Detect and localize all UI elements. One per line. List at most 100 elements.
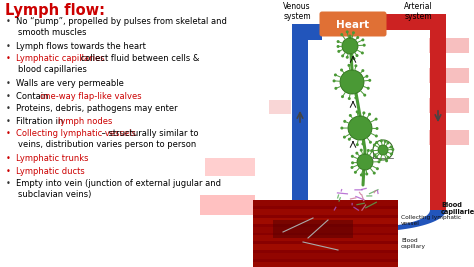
Circle shape <box>347 64 350 67</box>
Circle shape <box>375 155 378 159</box>
Circle shape <box>383 140 387 143</box>
Text: •: • <box>6 54 11 63</box>
Circle shape <box>361 142 365 146</box>
Circle shape <box>363 44 366 47</box>
Circle shape <box>373 172 376 175</box>
Bar <box>273 220 353 238</box>
Bar <box>253 235 398 241</box>
Text: Blood
capillary: Blood capillary <box>401 238 426 249</box>
Text: one-way flap-like valves: one-way flap-like valves <box>40 92 141 101</box>
Circle shape <box>340 33 343 36</box>
Bar <box>429 68 469 83</box>
Circle shape <box>377 160 381 163</box>
Circle shape <box>348 97 351 100</box>
Text: smooth muscles: smooth muscles <box>18 28 86 37</box>
Text: Blood
capillaries: Blood capillaries <box>441 202 474 215</box>
Text: •: • <box>6 92 11 101</box>
Bar <box>253 262 398 267</box>
Circle shape <box>374 118 378 121</box>
Text: Collecting lymphatic vessels: Collecting lymphatic vessels <box>16 129 136 138</box>
Circle shape <box>343 120 346 123</box>
PathPatch shape <box>292 210 446 231</box>
Circle shape <box>356 143 359 146</box>
Circle shape <box>373 153 376 156</box>
Bar <box>384 14 446 30</box>
Bar <box>430 24 446 210</box>
Circle shape <box>375 127 379 130</box>
Text: Lymph flows towards the heart: Lymph flows towards the heart <box>16 42 146 51</box>
Circle shape <box>386 141 390 144</box>
Circle shape <box>380 139 383 142</box>
Text: Contain: Contain <box>16 92 51 101</box>
Text: Lymph flow:: Lymph flow: <box>5 3 105 18</box>
Circle shape <box>361 52 364 54</box>
Bar <box>292 24 322 40</box>
Circle shape <box>375 135 378 138</box>
Text: •: • <box>6 42 11 51</box>
Circle shape <box>354 171 357 174</box>
Text: Lymphatic trunks: Lymphatic trunks <box>16 154 89 163</box>
Circle shape <box>342 38 358 54</box>
Circle shape <box>376 167 379 170</box>
Circle shape <box>352 31 355 34</box>
Circle shape <box>341 54 344 57</box>
Circle shape <box>348 138 351 141</box>
Circle shape <box>385 159 388 162</box>
Text: Venous
system: Venous system <box>283 2 311 21</box>
Circle shape <box>351 161 354 164</box>
Circle shape <box>371 149 374 152</box>
Bar <box>429 38 469 53</box>
Bar <box>429 98 469 113</box>
Bar <box>253 200 398 206</box>
Circle shape <box>356 110 359 113</box>
Circle shape <box>378 145 388 155</box>
Circle shape <box>355 64 357 67</box>
Circle shape <box>340 127 343 129</box>
Circle shape <box>349 114 352 117</box>
Circle shape <box>343 136 346 139</box>
Circle shape <box>367 87 370 90</box>
Text: •: • <box>6 129 11 138</box>
Circle shape <box>369 141 372 144</box>
Circle shape <box>367 149 370 152</box>
Bar <box>253 244 398 250</box>
Circle shape <box>360 174 363 176</box>
Circle shape <box>365 172 368 175</box>
Circle shape <box>356 36 359 39</box>
Circle shape <box>337 50 340 53</box>
FancyBboxPatch shape <box>319 11 386 37</box>
Text: – structurally similar to: – structurally similar to <box>99 129 199 138</box>
Circle shape <box>340 69 343 72</box>
Circle shape <box>346 30 349 33</box>
Text: •: • <box>6 117 11 126</box>
Circle shape <box>387 156 390 159</box>
Text: lymph nodes: lymph nodes <box>57 117 112 126</box>
Circle shape <box>357 154 373 170</box>
Text: subclavian veins): subclavian veins) <box>18 190 91 199</box>
Text: Lymphatic ducts: Lymphatic ducts <box>16 167 85 176</box>
Text: blood capillaries: blood capillaries <box>18 65 87 74</box>
Bar <box>253 253 398 259</box>
Circle shape <box>390 146 392 148</box>
Text: •: • <box>6 17 11 26</box>
Bar <box>269 100 291 114</box>
Circle shape <box>365 75 368 78</box>
Bar <box>429 130 469 145</box>
Text: Collecting lymphatic
vessel: Collecting lymphatic vessel <box>401 215 461 226</box>
Circle shape <box>355 96 357 99</box>
Circle shape <box>337 40 339 43</box>
Text: •: • <box>6 154 11 163</box>
Bar <box>255 0 474 267</box>
Circle shape <box>390 152 393 155</box>
Circle shape <box>356 152 358 155</box>
Text: veins, distribution varies person to person: veins, distribution varies person to per… <box>18 140 196 149</box>
Text: •: • <box>6 104 11 113</box>
Text: •: • <box>6 179 11 188</box>
Circle shape <box>334 87 337 90</box>
Circle shape <box>337 45 339 48</box>
Circle shape <box>356 54 358 57</box>
Text: Proteins, debris, pathogens may enter: Proteins, debris, pathogens may enter <box>16 104 178 113</box>
Text: •: • <box>6 167 11 176</box>
Text: Filtration in: Filtration in <box>16 117 66 126</box>
Text: Empty into vein (junction of external jugular and: Empty into vein (junction of external ju… <box>16 179 221 188</box>
